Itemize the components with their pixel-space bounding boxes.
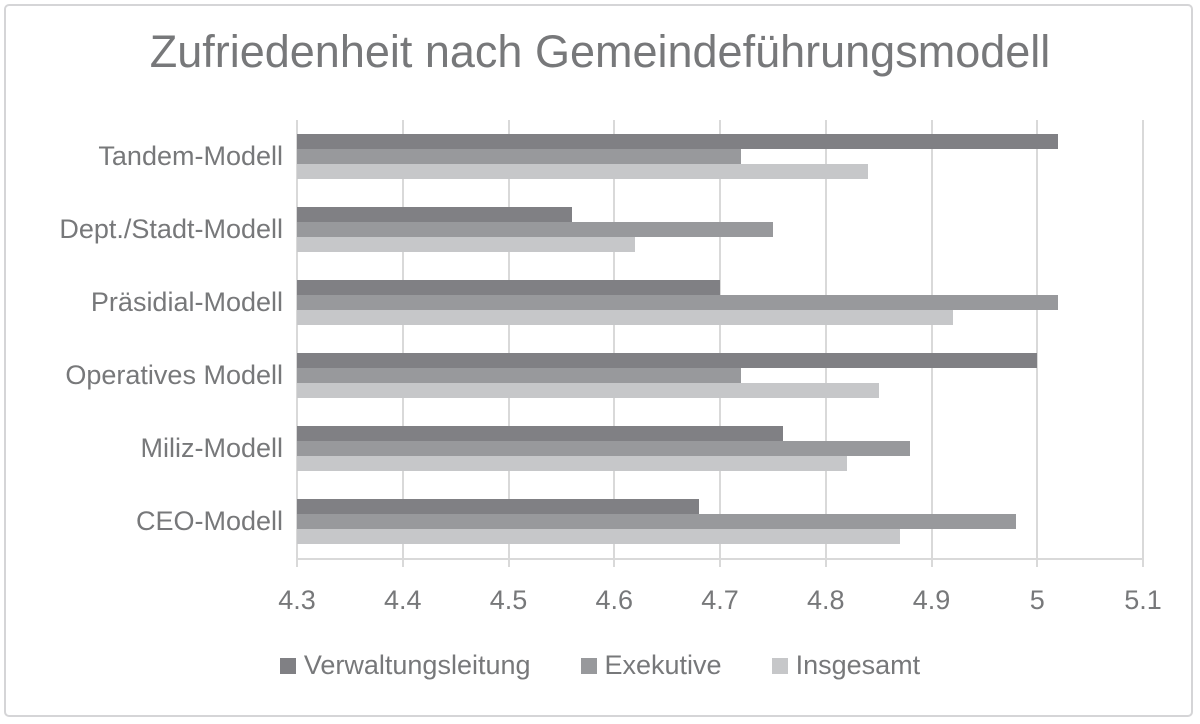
legend-swatch-icon: [580, 657, 597, 674]
x-axis-label: 4.3: [278, 585, 316, 615]
legend-label: Verwaltungsleitung: [303, 650, 531, 680]
bar-exekutive: [297, 295, 1059, 310]
axis-tick: [613, 558, 616, 567]
bar-verwaltungsleitung: [297, 134, 1059, 149]
bar-insgesamt: [297, 164, 869, 179]
gridline: [507, 120, 510, 558]
x-axis-ticks: [296, 558, 1144, 567]
gridline: [1036, 120, 1039, 558]
category-axis: Tandem-Modell Dept./Stadt-Modell Präsidial…: [0, 120, 283, 558]
category-label: Operatives Modell: [65, 360, 283, 390]
gridline: [1142, 120, 1144, 558]
bar-exekutive: [297, 222, 773, 237]
category-label: Präsidial-Modell: [90, 287, 283, 317]
legend: Verwaltungsleitung Exekutive Insgesamt: [0, 650, 1200, 681]
bar-group: [297, 339, 1143, 412]
gridline: [719, 120, 721, 558]
bar-insgesamt: [297, 383, 879, 398]
category-label: Miliz-Modell: [140, 433, 283, 463]
axis-tick: [1036, 558, 1039, 567]
bar-group: [297, 485, 1143, 558]
bar-group: [297, 120, 1143, 193]
category-label: Tandem-Modell: [98, 141, 283, 171]
axis-tick: [401, 558, 404, 567]
x-axis-label: 4.5: [489, 585, 528, 615]
bar-insgesamt: [297, 456, 847, 471]
legend-item: Verwaltungsleitung: [279, 650, 531, 681]
gridline: [930, 120, 933, 558]
x-axis-label: 4.9: [912, 585, 951, 615]
bar-exekutive: [297, 149, 742, 164]
bar-verwaltungsleitung: [297, 207, 572, 222]
plot-area: [296, 120, 1144, 560]
legend-item: Exekutive: [580, 650, 722, 681]
gridline: [613, 120, 616, 558]
axis-tick: [719, 558, 721, 567]
axis-tick: [824, 558, 827, 567]
gridline: [824, 120, 827, 558]
gridline: [296, 120, 298, 558]
category-label: CEO-Modell: [135, 506, 283, 536]
bar-group: [297, 412, 1143, 485]
legend-label: Insgesamt: [795, 650, 921, 680]
bar-insgesamt: [297, 310, 953, 325]
axis-tick: [296, 558, 298, 567]
x-axis-label: 5: [1029, 585, 1045, 615]
bar-group: [297, 266, 1143, 339]
bar-exekutive: [297, 514, 1017, 529]
category-label: Dept./Stadt-Modell: [59, 214, 283, 244]
bar-exekutive: [297, 441, 911, 456]
x-axis-label: 4.6: [595, 585, 634, 615]
x-axis-label: 4.7: [701, 585, 739, 615]
x-axis-labels: 4.3 4.4 4.5 4.6 4.7 4.8 4.9 5 5.1: [278, 585, 1162, 617]
legend-label: Exekutive: [604, 650, 722, 680]
axis-tick: [507, 558, 510, 567]
legend-item: Insgesamt: [771, 650, 921, 681]
chart-title: Zufriedenheit nach Gemeindeführungsmodel…: [149, 26, 1051, 77]
gridline: [401, 120, 404, 558]
bar-verwaltungsleitung: [297, 280, 720, 295]
legend-swatch-icon: [279, 657, 296, 674]
axis-tick: [1142, 558, 1144, 567]
bar-verwaltungsleitung: [297, 499, 699, 514]
bar-verwaltungsleitung: [297, 426, 784, 441]
x-axis-label: 5.1: [1124, 585, 1162, 615]
bar-insgesamt: [297, 237, 636, 252]
bar-group: [297, 193, 1143, 266]
bar-exekutive: [297, 368, 742, 383]
bar-verwaltungsleitung: [297, 353, 1038, 368]
x-axis-label: 4.4: [383, 585, 422, 615]
axis-tick: [930, 558, 933, 567]
x-axis-label: 4.8: [806, 585, 845, 615]
bar-insgesamt: [297, 529, 900, 544]
legend-swatch-icon: [771, 657, 788, 674]
